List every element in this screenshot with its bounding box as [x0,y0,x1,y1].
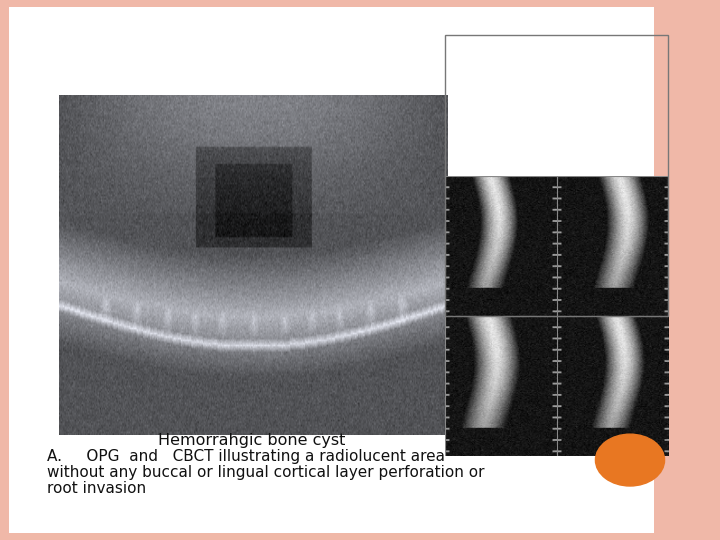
Bar [445,316,557,456]
Circle shape [595,434,665,486]
Text: Hemorrahgic bone cyst: Hemorrahgic bone cyst [158,433,346,448]
Text: root invasion: root invasion [47,481,146,496]
Text: A.     OPG  and   CBCT illustrating a radiolucent area: A. OPG and CBCT illustrating a radioluce… [47,449,445,464]
Bar [445,176,557,316]
Bar [557,316,668,456]
Text: without any buccal or lingual cortical layer perforation or: without any buccal or lingual cortical l… [47,465,485,480]
Bar [557,176,668,316]
